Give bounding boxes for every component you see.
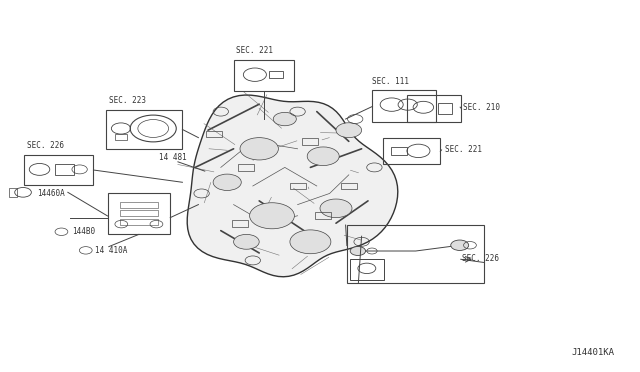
Text: 144B0: 144B0 xyxy=(72,227,95,236)
Bar xyxy=(372,90,436,122)
Circle shape xyxy=(336,123,362,138)
Bar xyxy=(120,202,157,208)
Bar xyxy=(407,95,461,122)
Bar xyxy=(290,183,306,189)
Bar xyxy=(269,71,284,78)
Circle shape xyxy=(213,174,241,190)
Bar xyxy=(390,147,407,155)
Bar xyxy=(206,131,223,137)
Text: SEC. 221: SEC. 221 xyxy=(445,145,482,154)
Bar xyxy=(120,210,157,216)
Circle shape xyxy=(350,247,365,256)
Text: 14460A: 14460A xyxy=(37,189,65,198)
Circle shape xyxy=(250,203,294,229)
Bar xyxy=(232,220,248,227)
Bar xyxy=(9,187,17,197)
Bar xyxy=(234,60,294,91)
Text: SEC. 111: SEC. 111 xyxy=(372,77,410,86)
Bar xyxy=(341,183,357,189)
Text: SEC. 226: SEC. 226 xyxy=(27,141,64,150)
Circle shape xyxy=(234,234,259,249)
Circle shape xyxy=(290,230,331,254)
Bar xyxy=(383,138,440,164)
Circle shape xyxy=(320,199,352,218)
Circle shape xyxy=(240,138,278,160)
Text: SEC. 223: SEC. 223 xyxy=(109,96,146,105)
Bar xyxy=(438,103,452,114)
Text: SEC. 226: SEC. 226 xyxy=(462,254,499,263)
Circle shape xyxy=(307,147,339,166)
Text: SEC. 210: SEC. 210 xyxy=(463,103,500,112)
Bar xyxy=(120,219,157,225)
Polygon shape xyxy=(188,95,398,277)
Text: 14 481: 14 481 xyxy=(159,153,186,162)
Circle shape xyxy=(451,240,468,250)
Text: J14401KA: J14401KA xyxy=(572,348,614,357)
Bar xyxy=(349,259,384,280)
Bar xyxy=(115,134,127,140)
Bar xyxy=(347,225,484,283)
Text: 14 410A: 14 410A xyxy=(95,246,127,255)
Bar xyxy=(315,212,332,219)
Bar xyxy=(108,193,170,234)
Bar xyxy=(24,155,93,185)
Text: SEC. 221: SEC. 221 xyxy=(236,46,273,55)
Bar xyxy=(55,164,74,174)
Bar xyxy=(106,110,182,149)
Circle shape xyxy=(273,112,296,126)
Bar xyxy=(302,138,319,145)
Bar xyxy=(239,164,255,171)
